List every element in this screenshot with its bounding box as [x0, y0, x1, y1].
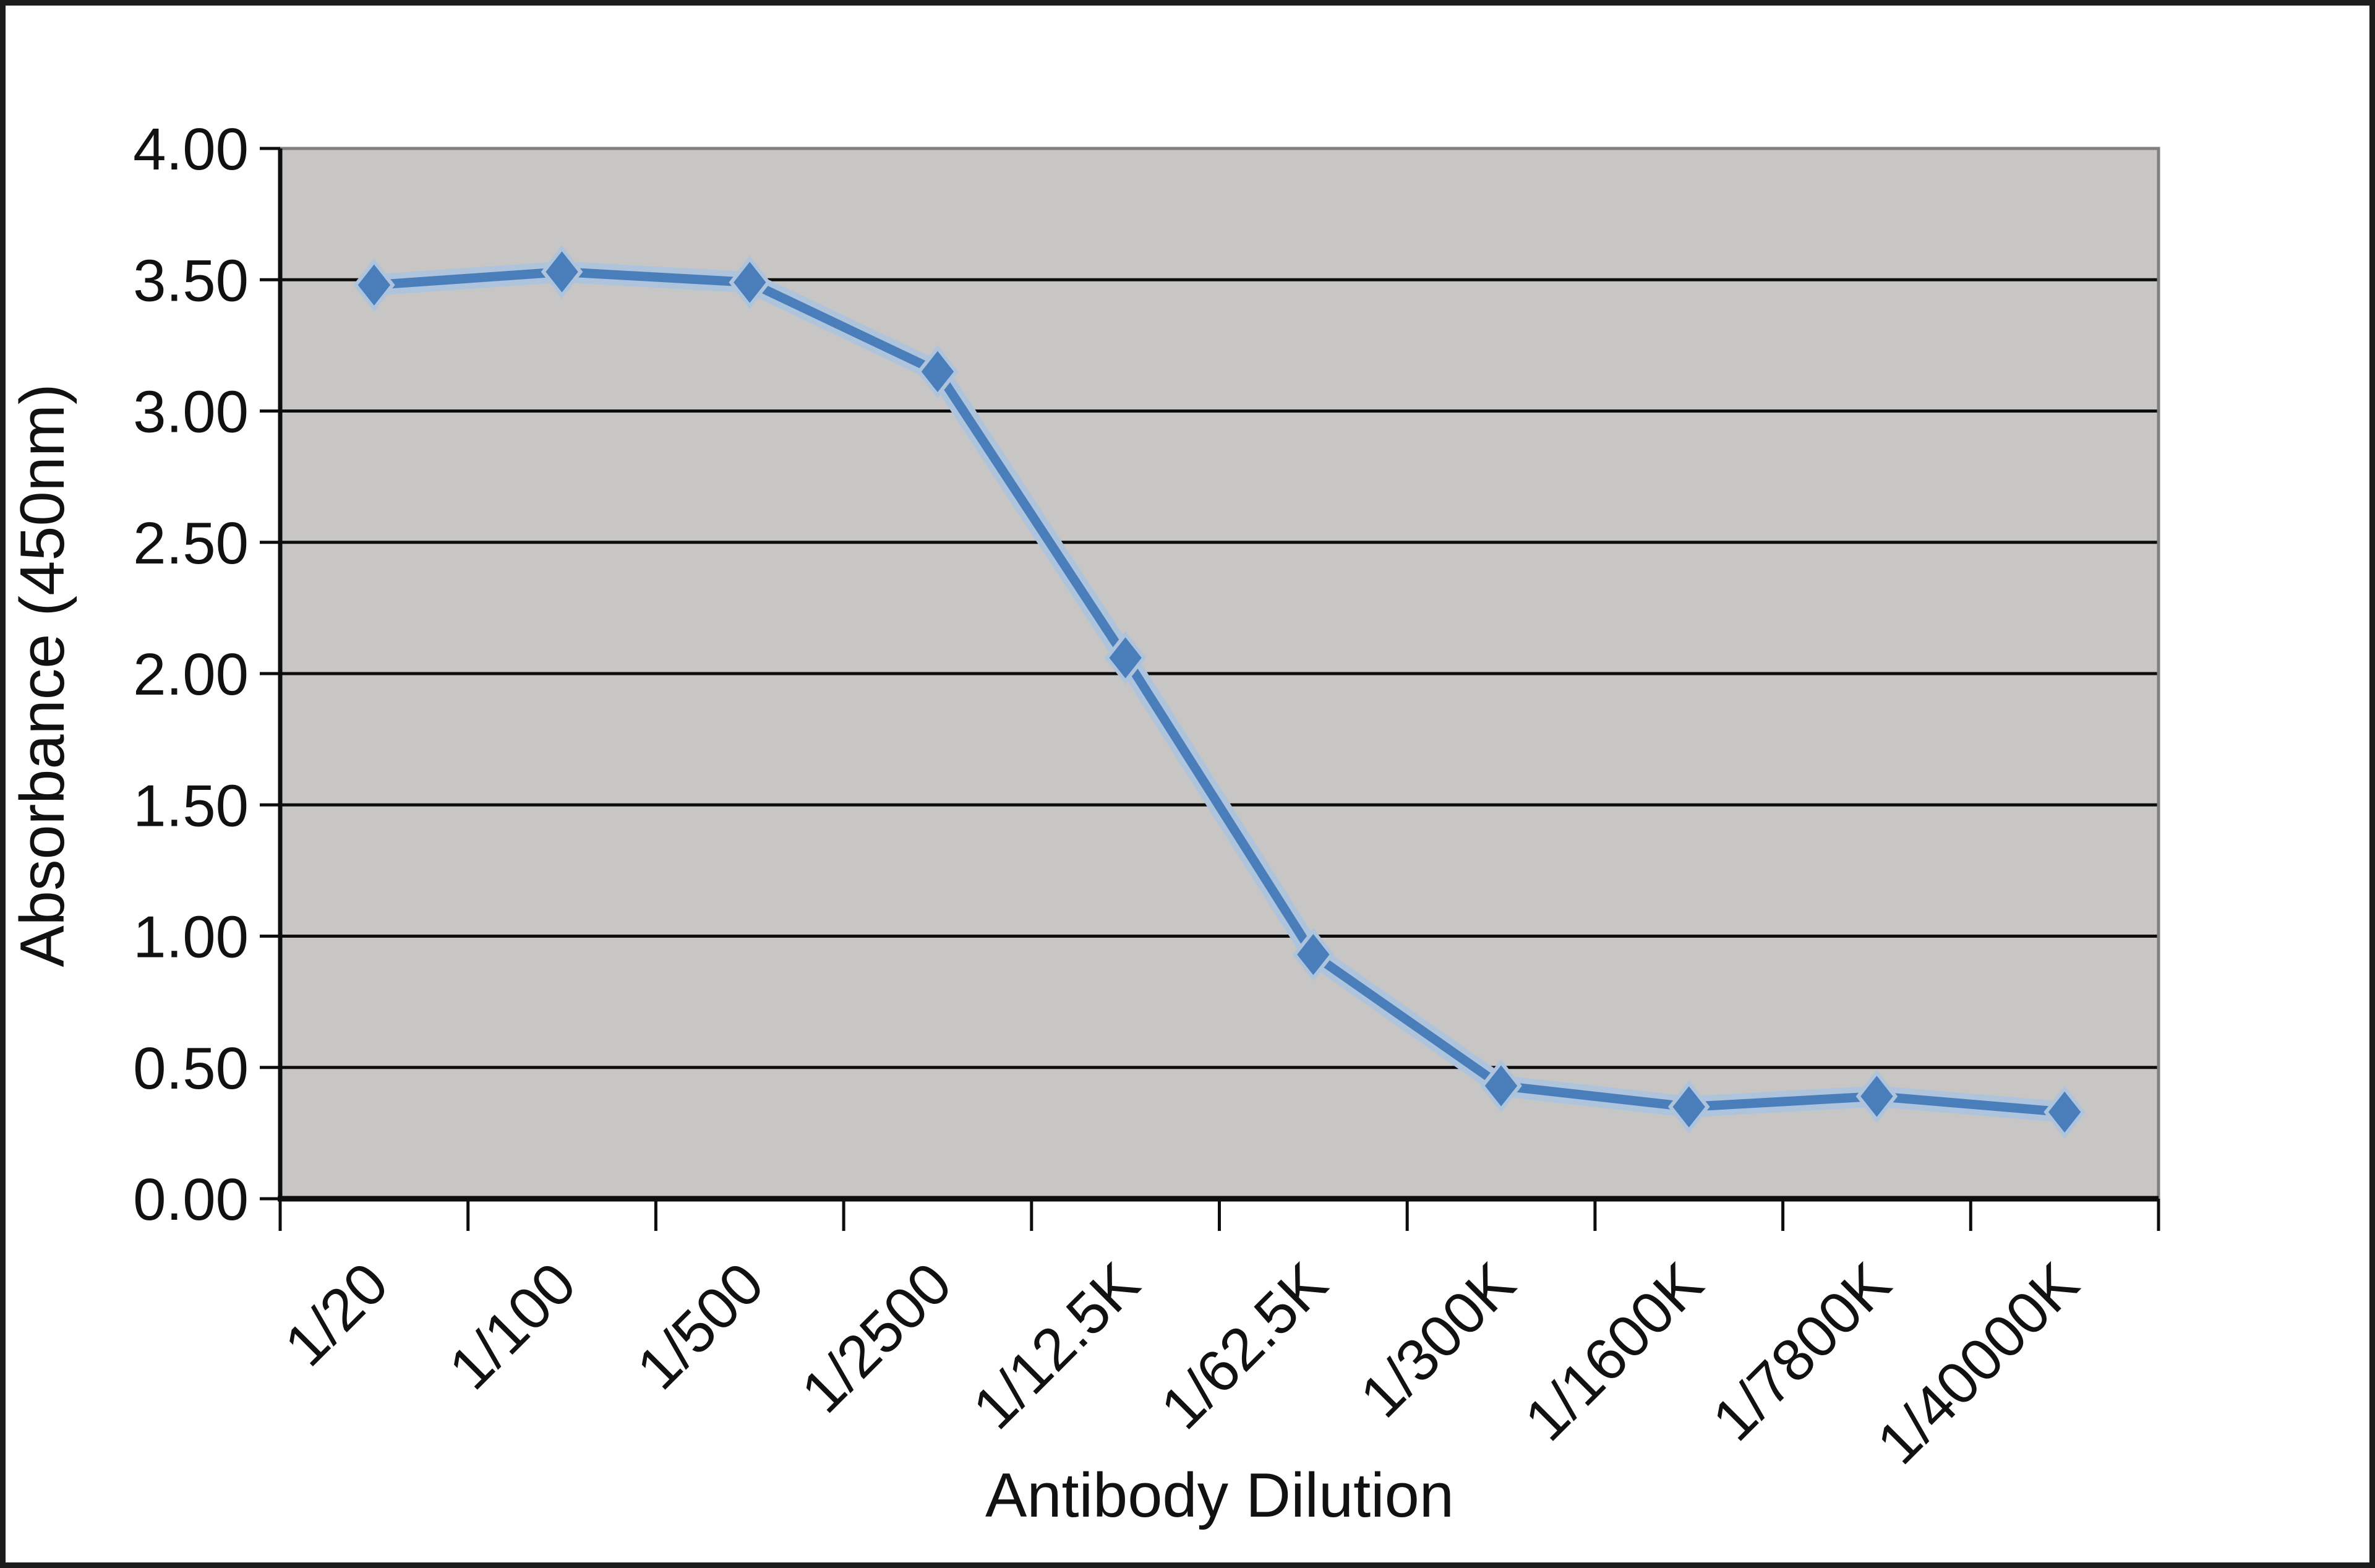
x-tick-marks [278, 1199, 2160, 1231]
y-tick-labels: 0.00 0.50 1.00 1.50 2.00 2.50 3.00 3.50 4.00 [133, 116, 249, 1233]
data-point-marker [1104, 631, 1147, 685]
y-tick-label: 4.00 [133, 116, 249, 182]
x-tick-label: 1/12.5K [961, 1250, 1152, 1442]
y-tick-label: 2.00 [133, 641, 249, 708]
y-tick-label: 3.00 [133, 379, 249, 445]
x-tick-label: 1/2500 [789, 1250, 964, 1425]
series-line [369, 267, 2069, 1117]
data-point-marker [1480, 1059, 1522, 1113]
y-tick-label: 2.50 [133, 510, 249, 576]
data-point-marker [1667, 1080, 1710, 1134]
y-tick-label: 1.00 [133, 904, 249, 970]
x-tick-label: 1/500 [625, 1250, 777, 1402]
x-tick-label: 1/20 [272, 1250, 401, 1379]
data-point-marker [1292, 928, 1335, 982]
data-point-marker [2043, 1086, 2086, 1139]
y-axis-title: Absorbance (450nm) [8, 383, 77, 967]
x-tick-label: 1/40000K [1865, 1250, 2091, 1476]
series-absorbance [353, 245, 2086, 1139]
data-point-marker [353, 258, 395, 312]
y-tick-marks [260, 147, 280, 1201]
x-tick-label: 1/300K [1348, 1250, 1528, 1430]
data-point-marker [729, 255, 771, 309]
x-axis-title: Antibody Dilution [985, 1461, 1454, 1530]
data-point-marker [1855, 1069, 1898, 1123]
x-tick-label: 1/100 [437, 1250, 589, 1402]
y-tick-label: 1.50 [133, 773, 249, 839]
data-point-marker [917, 345, 959, 398]
x-tick-label: 1/1600K [1512, 1250, 1716, 1454]
y-tick-label: 0.50 [133, 1035, 249, 1102]
data-point-marker [541, 245, 583, 299]
y-tick-label: 0.00 [133, 1167, 249, 1233]
x-tick-label: 1/62.5K [1149, 1250, 1340, 1442]
y-tick-label: 3.50 [133, 247, 249, 314]
